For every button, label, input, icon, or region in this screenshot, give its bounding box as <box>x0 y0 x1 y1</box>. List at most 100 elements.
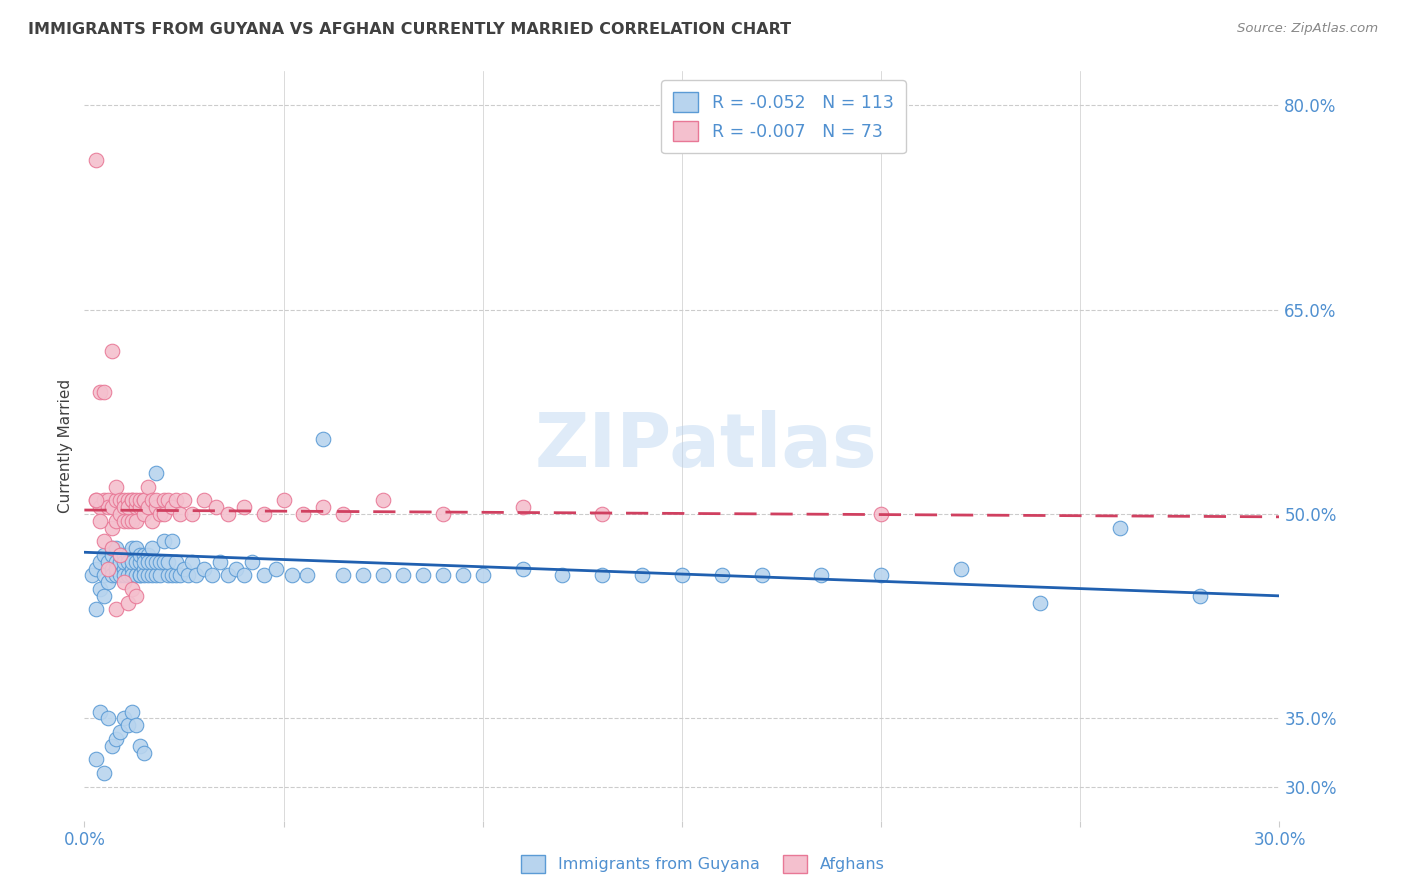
Point <box>86 493 108 508</box>
Point <box>97 711 120 725</box>
Point <box>93 534 115 549</box>
Point <box>89 582 111 596</box>
Point <box>101 343 124 358</box>
Point <box>870 507 893 521</box>
Point <box>97 561 120 575</box>
Point <box>1188 589 1211 603</box>
Point <box>157 493 180 508</box>
Y-axis label: Currently Married: Currently Married <box>58 379 73 513</box>
Point <box>112 555 135 569</box>
Point <box>129 500 152 515</box>
Point <box>105 480 128 494</box>
Point <box>451 568 474 582</box>
Point <box>132 548 156 562</box>
Point <box>225 561 247 575</box>
Point <box>89 500 111 515</box>
Point <box>112 568 135 582</box>
Point <box>870 568 893 582</box>
Point <box>373 493 395 508</box>
Point <box>121 541 143 556</box>
Point <box>117 555 139 569</box>
Point <box>141 568 163 582</box>
Point <box>121 568 143 582</box>
Point <box>153 534 176 549</box>
Point <box>125 541 148 556</box>
Point <box>105 731 128 746</box>
Point <box>129 493 152 508</box>
Point <box>181 507 204 521</box>
Point <box>165 493 187 508</box>
Point <box>165 568 187 582</box>
Point <box>132 493 156 508</box>
Text: IMMIGRANTS FROM GUYANA VS AFGHAN CURRENTLY MARRIED CORRELATION CHART: IMMIGRANTS FROM GUYANA VS AFGHAN CURRENT… <box>28 22 792 37</box>
Point <box>412 568 434 582</box>
Point <box>132 568 156 582</box>
Point <box>184 568 207 582</box>
Point <box>125 718 148 732</box>
Point <box>292 507 315 521</box>
Point <box>129 568 152 582</box>
Point <box>136 480 159 494</box>
Point <box>751 568 773 582</box>
Point <box>101 568 124 582</box>
Point <box>165 555 187 569</box>
Point <box>169 568 191 582</box>
Point <box>169 507 191 521</box>
Point <box>332 507 354 521</box>
Point <box>101 548 124 562</box>
Point <box>352 568 374 582</box>
Point <box>112 500 135 515</box>
Point <box>373 568 395 582</box>
Point <box>193 493 215 508</box>
Point <box>173 493 195 508</box>
Point <box>89 555 111 569</box>
Text: ZIPatlas: ZIPatlas <box>534 409 877 483</box>
Point <box>141 541 163 556</box>
Point <box>332 568 354 582</box>
Point <box>471 568 494 582</box>
Point <box>160 500 183 515</box>
Point <box>125 555 148 569</box>
Point <box>97 575 120 590</box>
Point <box>136 500 159 515</box>
Point <box>101 500 124 515</box>
Point <box>112 711 135 725</box>
Point <box>297 568 319 582</box>
Point <box>217 568 239 582</box>
Point <box>129 568 152 582</box>
Point <box>132 493 156 508</box>
Point <box>86 602 108 616</box>
Point <box>93 493 115 508</box>
Point <box>121 514 143 528</box>
Point <box>110 568 132 582</box>
Point <box>512 561 534 575</box>
Point <box>125 568 148 582</box>
Point <box>97 555 120 569</box>
Point <box>551 568 574 582</box>
Point <box>132 555 156 569</box>
Point <box>105 514 128 528</box>
Point <box>141 493 163 508</box>
Point <box>153 493 176 508</box>
Point <box>141 555 163 569</box>
Point <box>136 555 159 569</box>
Point <box>117 514 139 528</box>
Text: Source: ZipAtlas.com: Source: ZipAtlas.com <box>1237 22 1378 36</box>
Point <box>117 500 139 515</box>
Point <box>232 568 254 582</box>
Point <box>157 555 180 569</box>
Point <box>86 561 108 575</box>
Point <box>232 500 254 515</box>
Point <box>110 548 132 562</box>
Point <box>432 568 454 582</box>
Point <box>129 548 152 562</box>
Point <box>253 507 276 521</box>
Point <box>93 766 115 780</box>
Legend: R = -0.052   N = 113, R = -0.007   N = 73: R = -0.052 N = 113, R = -0.007 N = 73 <box>661 80 905 153</box>
Point <box>105 555 128 569</box>
Point <box>149 555 172 569</box>
Point <box>121 493 143 508</box>
Point <box>101 521 124 535</box>
Point <box>110 507 132 521</box>
Point <box>117 718 139 732</box>
